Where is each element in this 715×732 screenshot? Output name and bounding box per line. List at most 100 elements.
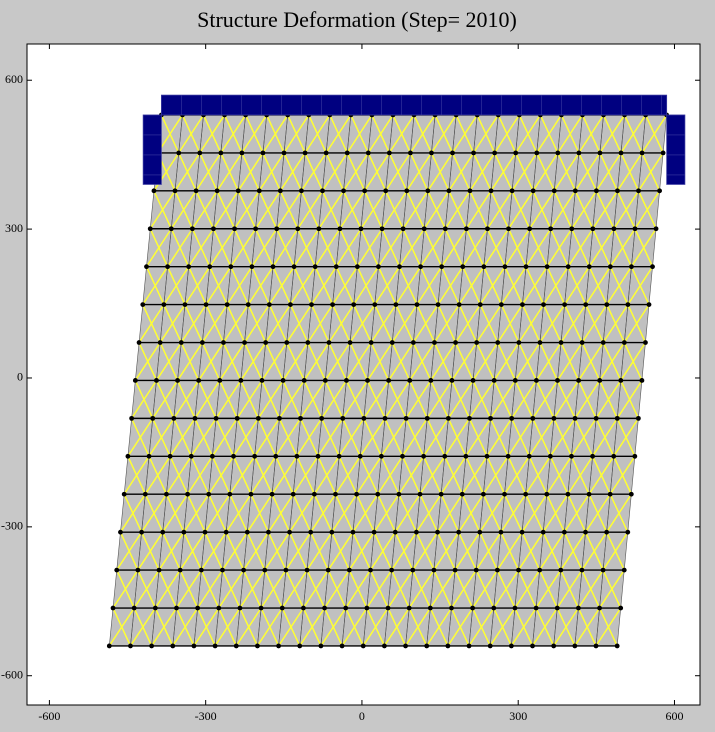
node [474, 568, 479, 573]
node [632, 454, 637, 459]
node [250, 264, 255, 269]
node [485, 454, 490, 459]
node [552, 416, 557, 421]
node [319, 416, 324, 421]
node [170, 644, 175, 649]
node [400, 454, 405, 459]
node [583, 530, 588, 535]
node [313, 264, 318, 269]
page: Structure Deformation (Step= 2010) -600-… [0, 0, 715, 727]
node [495, 340, 500, 345]
node [383, 188, 388, 193]
node [463, 454, 468, 459]
support [143, 115, 161, 184]
node [601, 568, 606, 573]
x-tick-label: 0 [359, 709, 365, 723]
node [597, 606, 602, 611]
node [364, 606, 369, 611]
node [604, 530, 609, 535]
node [257, 188, 262, 193]
node [432, 340, 437, 345]
node [179, 340, 184, 345]
node [604, 302, 609, 307]
node [114, 568, 119, 573]
node [299, 188, 304, 193]
node [566, 264, 571, 269]
node [340, 644, 345, 649]
x-tick-label: 600 [665, 709, 683, 723]
node [294, 454, 299, 459]
node [354, 492, 359, 497]
node [387, 150, 392, 155]
node [227, 492, 232, 497]
node [157, 568, 162, 573]
node [625, 530, 630, 535]
node [316, 226, 321, 231]
node [393, 530, 398, 535]
node [178, 568, 183, 573]
node [322, 606, 327, 611]
node [276, 644, 281, 649]
node [291, 492, 296, 497]
node [368, 568, 373, 573]
node [414, 530, 419, 535]
node [214, 416, 219, 421]
node [326, 568, 331, 573]
node [615, 416, 620, 421]
node [520, 302, 525, 307]
node [225, 302, 230, 307]
node [312, 492, 317, 497]
node [453, 568, 458, 573]
node [654, 226, 659, 231]
node [428, 378, 433, 383]
node [216, 606, 221, 611]
node [608, 264, 613, 269]
node [375, 492, 380, 497]
node [576, 150, 581, 155]
node [270, 492, 275, 497]
node [545, 264, 550, 269]
chart: Structure Deformation (Step= 2010) -600-… [0, 0, 715, 727]
node [618, 378, 623, 383]
node [301, 606, 306, 611]
node [478, 302, 483, 307]
y-tick-label: -600 [1, 667, 23, 681]
node [242, 340, 247, 345]
node [548, 226, 553, 231]
node [139, 530, 144, 535]
node [608, 492, 613, 497]
node [389, 568, 394, 573]
node [173, 188, 178, 193]
node [503, 264, 508, 269]
node [456, 530, 461, 535]
node [509, 644, 514, 649]
node [495, 568, 500, 573]
node [467, 644, 472, 649]
node [221, 340, 226, 345]
node [429, 150, 434, 155]
node [366, 150, 371, 155]
node [619, 150, 624, 155]
node [386, 606, 391, 611]
node [555, 150, 560, 155]
node [305, 568, 310, 573]
node [386, 378, 391, 383]
node [171, 416, 176, 421]
node [149, 644, 154, 649]
node [282, 150, 287, 155]
node [562, 530, 567, 535]
node [292, 264, 297, 269]
node [236, 188, 241, 193]
node [284, 340, 289, 345]
node [341, 188, 346, 193]
node [351, 302, 356, 307]
node [590, 226, 595, 231]
node [516, 340, 521, 345]
node [271, 264, 276, 269]
node [583, 302, 588, 307]
node [207, 264, 212, 269]
node [215, 188, 220, 193]
node [337, 454, 342, 459]
node [562, 302, 567, 307]
node [612, 226, 617, 231]
